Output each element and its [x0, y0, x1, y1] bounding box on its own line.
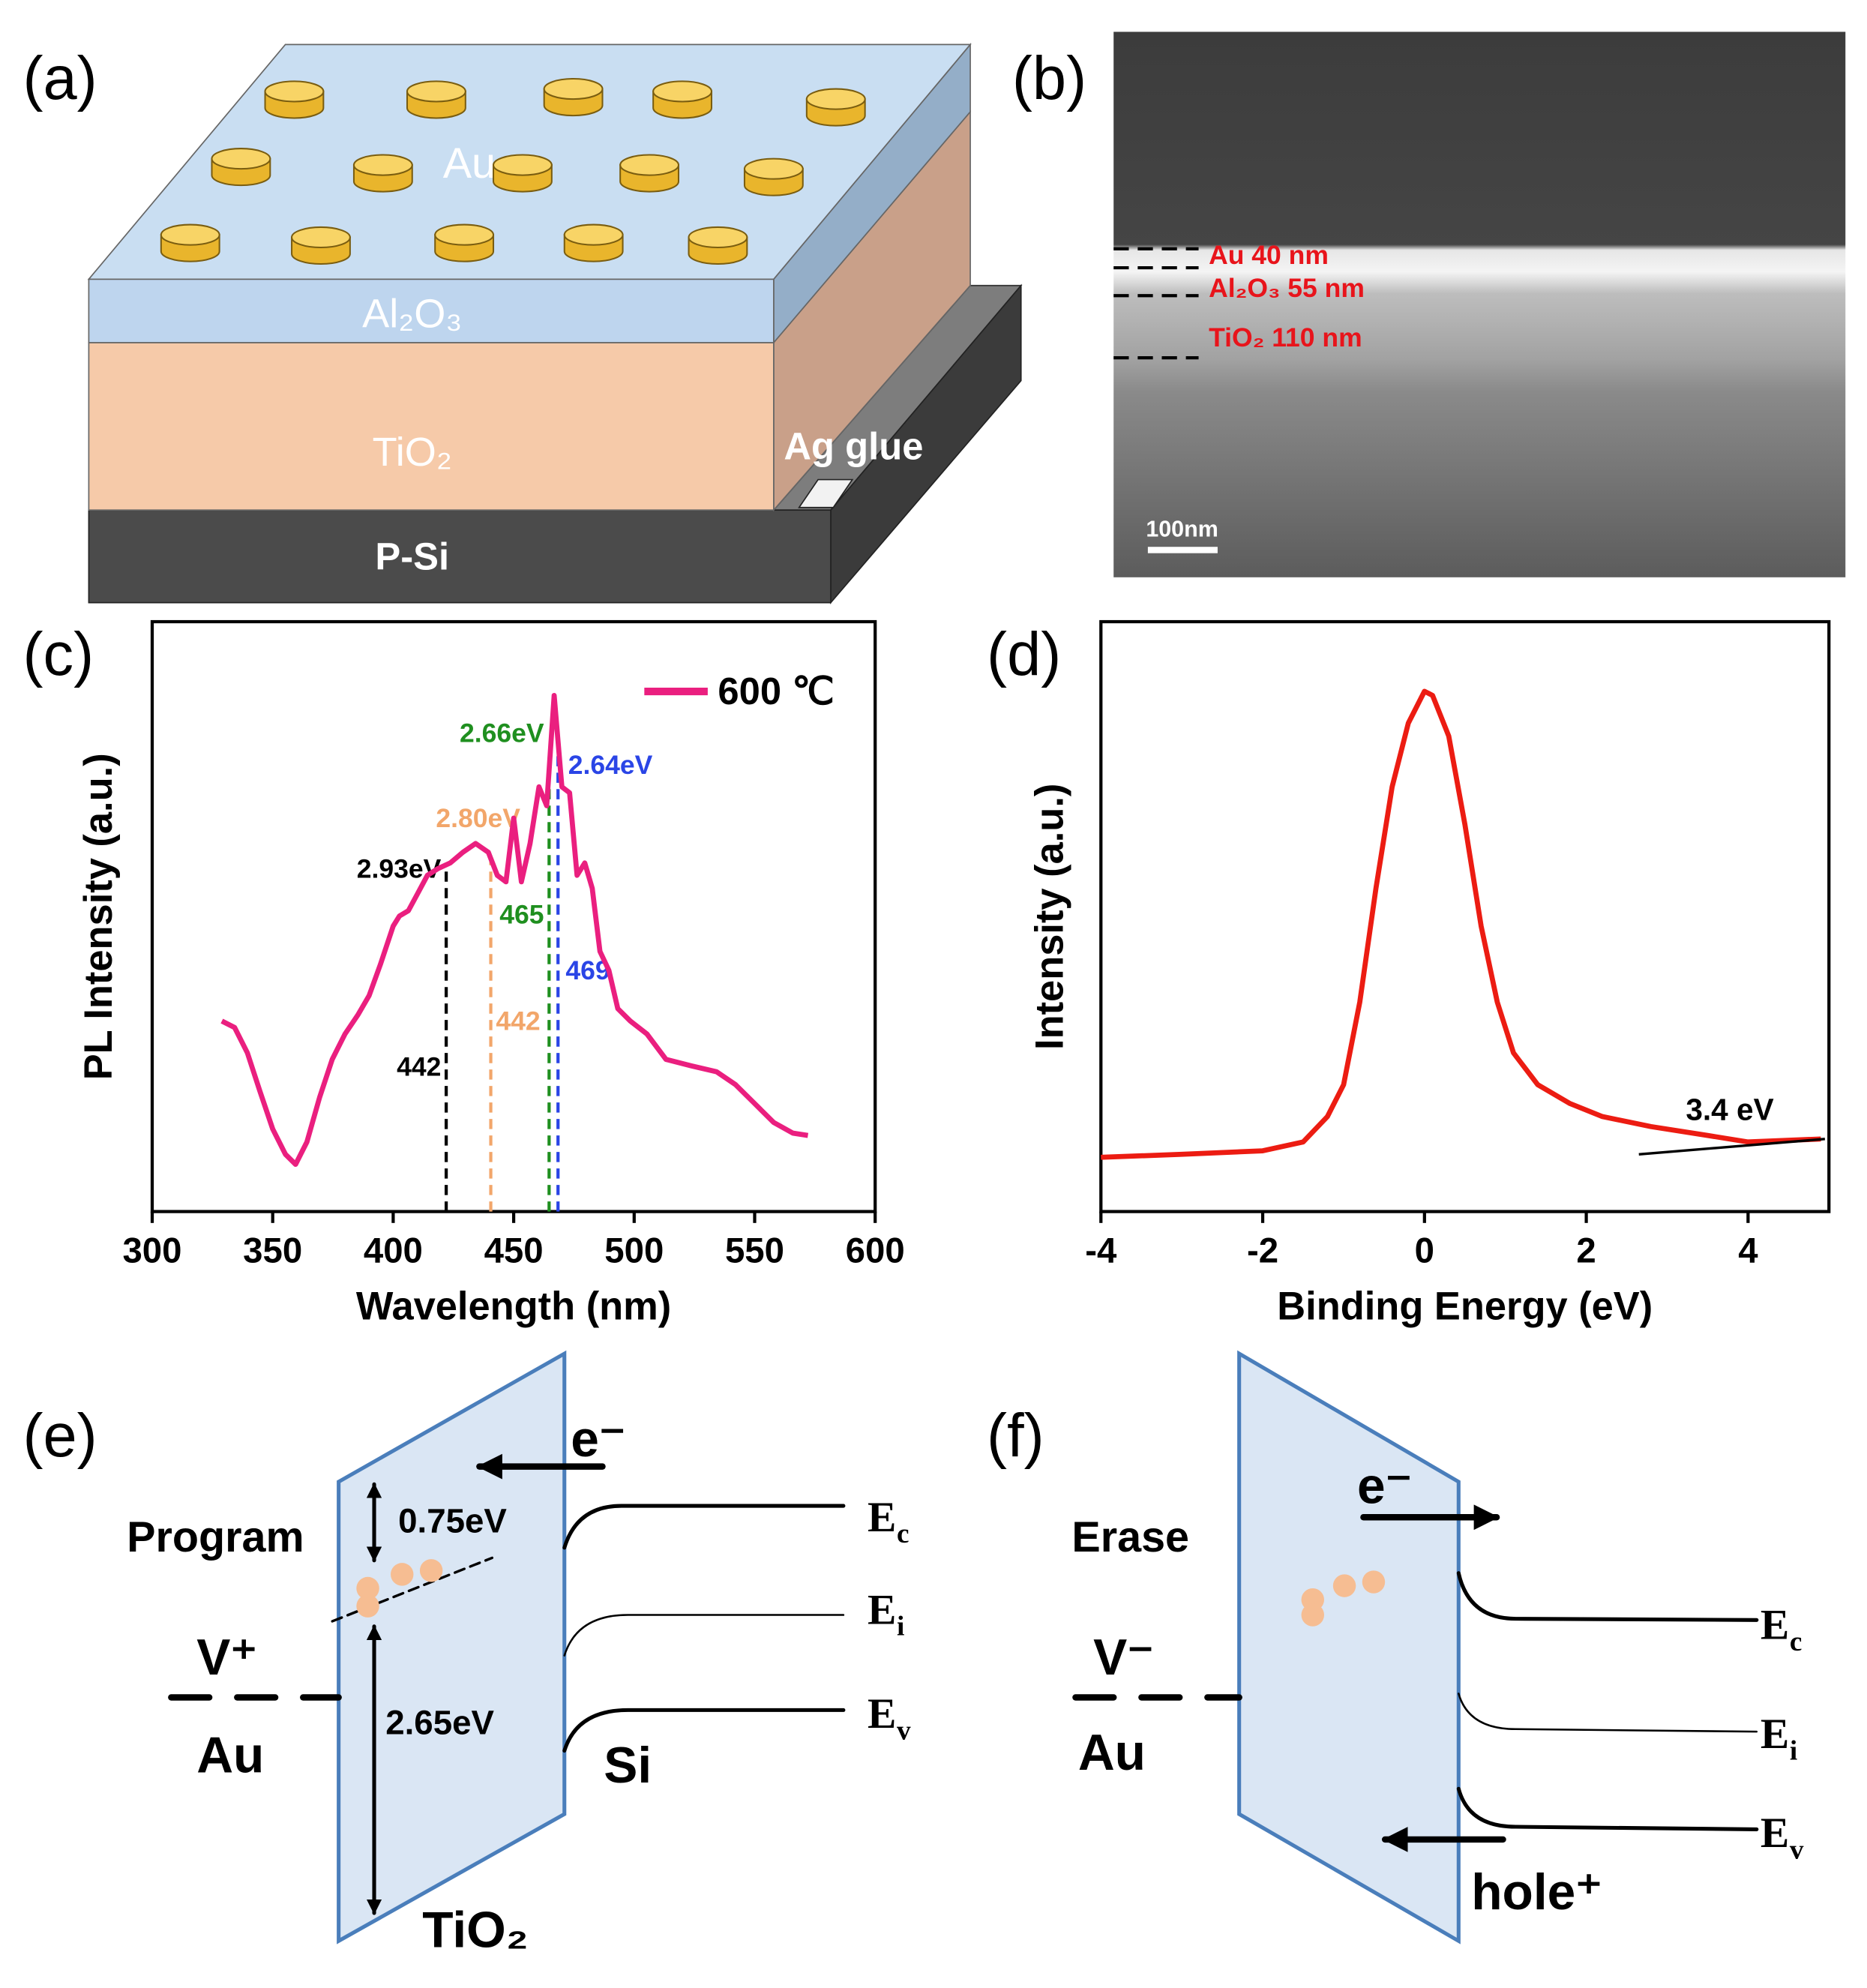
sem-image: Au 40 nm Al₂O₃ 55 nm TiO₂ 110 nm 100nm [1113, 31, 1846, 577]
x-tick-label: 0 [1415, 1231, 1434, 1270]
bias-label: V⁺ [196, 1630, 257, 1686]
plot-frame [1099, 619, 1831, 1213]
layer-thickness: TiO₂ 110 nm [1209, 322, 1362, 352]
level-label: E [868, 1494, 896, 1541]
carrier-label: hole⁺ [1471, 1864, 1602, 1921]
panel-label: (d) [987, 621, 1061, 688]
legend-label: 600 ℃ [718, 670, 835, 712]
contact-label: Ag glue [784, 425, 923, 468]
layer-thickness: Au 40 nm [1209, 240, 1329, 270]
x-tick-label: 400 [364, 1231, 423, 1270]
energy-label: 2.64eV [568, 750, 653, 780]
gap-label: 2.65eV [385, 1704, 494, 1742]
level-subscript: v [897, 1715, 911, 1746]
carrier-label: e⁻ [571, 1411, 625, 1468]
level-label: E [868, 1586, 896, 1633]
level-subscript: c [897, 1519, 910, 1549]
level-subscript: i [1790, 1735, 1797, 1766]
x-tick-label: 500 [604, 1231, 664, 1270]
x-tick-label: -4 [1085, 1231, 1117, 1270]
carrier-label: e⁻ [1357, 1459, 1412, 1515]
panel-label: (a) [22, 45, 97, 112]
layer-label: Al₂O₃ [362, 292, 462, 337]
wavelength-label: 442 [397, 1052, 441, 1082]
mode-label: Erase [1071, 1513, 1189, 1561]
band-diagram: e⁻ Program 0.75eV 2.65eV V⁺ Au Si TiO₂ E… [127, 1350, 911, 1959]
x-tick-label: 300 [122, 1231, 181, 1270]
layer-label: Au [443, 139, 496, 187]
x-tick-label: 550 [725, 1231, 784, 1270]
x-tick-label: 600 [846, 1231, 905, 1270]
x-axis-label: Wavelength (nm) [356, 1285, 671, 1328]
tangent-line [1638, 1138, 1825, 1156]
semiconductor-label: Si [604, 1738, 652, 1794]
panel-label: (e) [22, 1402, 97, 1470]
panel-label: (b) [1012, 45, 1086, 112]
layer-label: TiO₂ [373, 430, 452, 475]
x-tick-label: 450 [484, 1231, 544, 1270]
x-tick-label: 350 [243, 1231, 302, 1270]
gap-label: 0.75eV [398, 1502, 507, 1540]
layer-label: P-Si [375, 535, 449, 578]
metal-label: Au [1078, 1725, 1146, 1781]
x-axis-label: Binding Energy (eV) [1277, 1285, 1653, 1328]
wavelength-label: 442 [496, 1006, 540, 1036]
data-line [220, 692, 809, 1168]
panel-label: (c) [22, 621, 94, 688]
energy-label: 2.80eV [436, 803, 520, 833]
wavelength-label: 465 [499, 900, 544, 930]
insulator-label: TiO₂ [422, 1903, 529, 1959]
metal-label: Au [196, 1727, 264, 1783]
level-subscript: i [897, 1612, 904, 1642]
chart: -4 -2 0 2 4 Binding Energy (eV) Intensity (a.u… [1029, 619, 1831, 1328]
energy-label: 2.66eV [460, 718, 544, 748]
layer-thickness: Al₂O₃ 55 nm [1209, 273, 1365, 303]
level-label: E [1761, 1810, 1789, 1857]
energy-label: 2.93eV [357, 854, 442, 884]
mode-label: Program [127, 1513, 304, 1561]
y-axis-label: PL Intensity (a.u.) [77, 753, 121, 1080]
x-tick-label: 2 [1576, 1231, 1596, 1270]
scale-bar-label: 100nm [1146, 517, 1218, 542]
chart: 300 350 400 450 500 550 600 Wavelength (nm) PL I… [77, 619, 905, 1328]
level-label: E [868, 1690, 896, 1738]
panel-label: (f) [987, 1402, 1044, 1470]
y-axis-label: Intensity (a.u.) [1029, 784, 1072, 1050]
data-line [1101, 688, 1821, 1160]
device-schematic: Au Al₂O₃ TiO₂ P-Si Ag glue [87, 43, 1023, 604]
level-subscript: c [1790, 1627, 1803, 1657]
x-tick-label: 4 [1738, 1231, 1758, 1270]
level-label: E [1761, 1602, 1789, 1649]
x-tick-label: -2 [1247, 1231, 1278, 1270]
level-subscript: v [1790, 1834, 1804, 1865]
bias-label: V⁻ [1093, 1630, 1154, 1686]
tangent-label: 3.4 eV [1686, 1092, 1773, 1126]
band-diagram: e⁻ hole⁺ Erase V⁻ Au E c E i E v [1071, 1350, 1804, 1945]
level-label: E [1761, 1711, 1789, 1758]
